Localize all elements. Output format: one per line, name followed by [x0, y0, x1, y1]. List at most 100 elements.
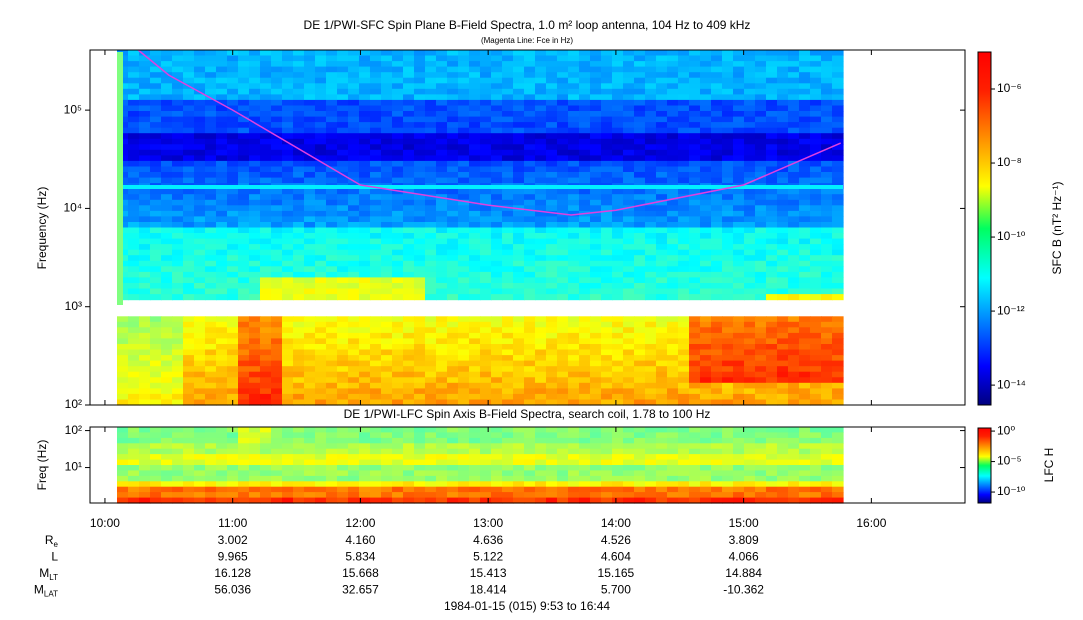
spectrogram-cell — [447, 377, 459, 384]
spectrogram-cell — [777, 249, 789, 256]
spectrogram-cell — [744, 227, 756, 234]
spectrogram-cell — [348, 481, 360, 488]
spectrogram-cell — [733, 199, 745, 206]
spectrogram-cell — [579, 332, 591, 339]
spectrogram-cell — [821, 294, 833, 301]
spectrogram-cell — [425, 50, 437, 57]
spectrogram-cell — [315, 497, 327, 504]
spectrogram-cell — [678, 454, 690, 461]
spectrogram-cell — [799, 332, 811, 339]
spectrogram-cell — [249, 122, 261, 129]
spectrogram-cell — [645, 116, 657, 123]
spectrogram-cell — [722, 382, 734, 389]
spectrogram-cell — [755, 465, 767, 471]
spectrogram-cell — [271, 116, 283, 123]
spectrogram-cell — [634, 122, 646, 129]
spectrogram-cell — [491, 271, 503, 278]
spectrogram-cell — [469, 111, 481, 118]
spectrogram-cell — [359, 294, 371, 301]
spectrogram-cell — [381, 111, 393, 118]
spectrogram-cell — [359, 199, 371, 206]
spectrogram-cell — [128, 486, 140, 493]
spectrogram-cell — [249, 277, 261, 284]
spectrogram-cell — [502, 448, 514, 455]
spectrogram-cell — [744, 222, 756, 229]
spectrogram-cell — [271, 475, 283, 482]
spectrogram-cell — [293, 344, 305, 351]
spectrogram-cell — [480, 393, 492, 400]
spectrogram-cell — [260, 427, 272, 433]
spectrogram-cell — [381, 83, 393, 90]
spectrogram-cell — [755, 399, 767, 406]
spectrogram-cell — [722, 50, 734, 57]
spectrogram-cell — [337, 321, 349, 328]
spectrogram-cell — [128, 166, 140, 173]
spectrogram-cell — [744, 427, 756, 433]
spectrogram-cell — [436, 344, 448, 351]
spectrogram-cell — [359, 105, 371, 112]
spectrogram-cell — [315, 316, 327, 323]
spectrogram-cell — [282, 288, 294, 295]
spectrogram-cell — [799, 227, 811, 234]
spectrogram-cell — [590, 316, 602, 323]
spectrogram-cell — [183, 497, 195, 504]
spectrogram-cell — [634, 470, 646, 477]
spectrogram-cell — [645, 475, 657, 482]
spectrogram-cell — [249, 393, 261, 400]
spectrogram-cell — [205, 497, 217, 504]
spectrogram-cell — [183, 127, 195, 134]
spectrogram-cell — [249, 222, 261, 229]
spectrogram-cell — [150, 116, 162, 123]
spectrogram-cell — [337, 149, 349, 156]
spectrogram-cell — [161, 399, 173, 406]
spectrogram-cell — [590, 166, 602, 173]
spectrogram-cell — [678, 443, 690, 450]
spectrogram-cell — [689, 277, 701, 284]
spectrogram-cell — [535, 77, 547, 84]
spectrogram-cell — [612, 399, 624, 406]
spectrogram-cell — [282, 50, 294, 57]
spectrogram-cell — [282, 149, 294, 156]
spectrogram-cell — [502, 382, 514, 389]
spectrogram-cell — [546, 321, 558, 328]
spectrogram-cell — [777, 188, 789, 195]
spectrogram-cell — [711, 144, 723, 151]
spectrogram-cell — [238, 288, 250, 295]
spectrogram-cell — [601, 349, 613, 356]
spectrogram-cell — [612, 216, 624, 223]
spectrogram-cell — [755, 194, 767, 201]
spectrogram-cell — [491, 321, 503, 328]
spectrogram-cell — [172, 55, 184, 62]
spectrogram-cell — [282, 255, 294, 262]
spectrogram-cell — [656, 454, 668, 461]
spectrogram-cell — [634, 388, 646, 395]
spectrogram-cell — [480, 497, 492, 504]
spectrogram-cell — [579, 294, 591, 301]
spectrogram-cell — [766, 222, 778, 229]
spectrogram-cell — [238, 338, 250, 345]
spectrogram-cell — [799, 216, 811, 223]
spectrogram-cell — [810, 61, 822, 68]
spectrogram-cell — [161, 144, 173, 151]
spectrogram-cell — [546, 492, 558, 499]
spectrogram-cell — [546, 66, 558, 73]
spectrogram-cell — [392, 199, 404, 206]
spectrogram-cell — [634, 61, 646, 68]
spectrogram-cell — [436, 50, 448, 57]
spectrogram-cell — [645, 255, 657, 262]
spectrogram-cell — [777, 393, 789, 400]
spectrogram-cell — [711, 371, 723, 378]
spectrogram-cell — [293, 465, 305, 471]
spectrogram-cell — [139, 205, 151, 212]
spectrogram-cell — [469, 437, 481, 444]
spectrogram-cell — [183, 55, 195, 62]
spectrogram-cell — [249, 149, 261, 156]
spectrogram-cell — [656, 338, 668, 345]
spectrogram-cell — [535, 111, 547, 118]
spectrogram-cell — [238, 393, 250, 400]
spectrogram-cell — [150, 399, 162, 406]
spectrogram-cell — [777, 238, 789, 245]
spectrogram-cell — [161, 138, 173, 145]
spectrogram-cell — [249, 332, 261, 339]
spectrogram-cell — [326, 316, 338, 323]
